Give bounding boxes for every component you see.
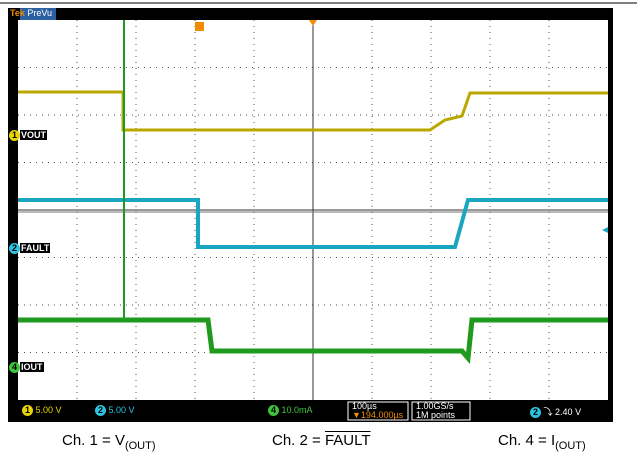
trigger-marker	[309, 20, 317, 26]
badge: 2	[530, 407, 541, 418]
ch4-trace	[18, 317, 608, 365]
ch2-scale: 2 5.00 V	[95, 405, 135, 416]
brand: Tek	[10, 8, 25, 18]
ch2-label: 2 FAULT	[9, 238, 51, 256]
badge: 4	[9, 362, 20, 373]
badge: 1	[9, 130, 20, 141]
badge: 2	[95, 405, 106, 416]
badge: 1	[22, 405, 33, 416]
caption: Ch. 1 = V(OUT)	[62, 432, 156, 452]
marker	[195, 22, 204, 31]
badge: 4	[268, 405, 279, 416]
text: Ch. 1 = V	[62, 432, 125, 449]
value: 5.00 V	[35, 405, 62, 415]
text: Ch. 2 =	[272, 432, 325, 449]
value: 10.0mA	[281, 405, 313, 415]
badge: 2	[9, 243, 20, 254]
timebase-box	[347, 401, 409, 421]
value: 1M points	[416, 410, 456, 420]
mode: PreVu	[27, 8, 53, 18]
label: FAULT	[20, 243, 51, 253]
top-bar: Tek PreVu	[10, 8, 52, 18]
value: 194.000µs	[360, 410, 404, 420]
ch1-label: 1 VOUT	[9, 125, 48, 143]
value: 2.40 V	[555, 407, 582, 417]
label: IOUT	[20, 362, 44, 372]
icon: ▼	[352, 410, 361, 420]
prevu-box	[20, 8, 56, 20]
ch1-scale: 1 5.00 V	[22, 405, 62, 416]
level-marker	[602, 227, 608, 233]
subscript: (OUT)	[124, 440, 156, 452]
value: 5.00 V	[108, 405, 135, 415]
value: 100µs	[352, 401, 377, 411]
overlined: FAULT	[324, 432, 371, 449]
trigger: 2 ⤵ 2.40 V	[530, 405, 581, 418]
acquisition: 1.00GS/s 1M points	[416, 402, 455, 420]
sample-box	[411, 401, 471, 421]
subscript: (OUT)	[555, 440, 586, 452]
caption: Ch. 4 = I(OUT)	[498, 432, 586, 452]
text: Ch. 4 = I	[498, 432, 556, 449]
caption: Ch. 2 = FAULT	[272, 432, 371, 449]
timebase: 100µs ▼194.000µs	[352, 402, 403, 420]
icon: ⤵	[543, 407, 553, 417]
ch2-trace	[18, 198, 608, 249]
ch4-label: 4 IOUT	[9, 357, 44, 375]
ch4-scale: 4 10.0mA	[268, 405, 313, 416]
value: 1.00GS/s	[416, 401, 454, 411]
label: VOUT	[20, 130, 48, 140]
